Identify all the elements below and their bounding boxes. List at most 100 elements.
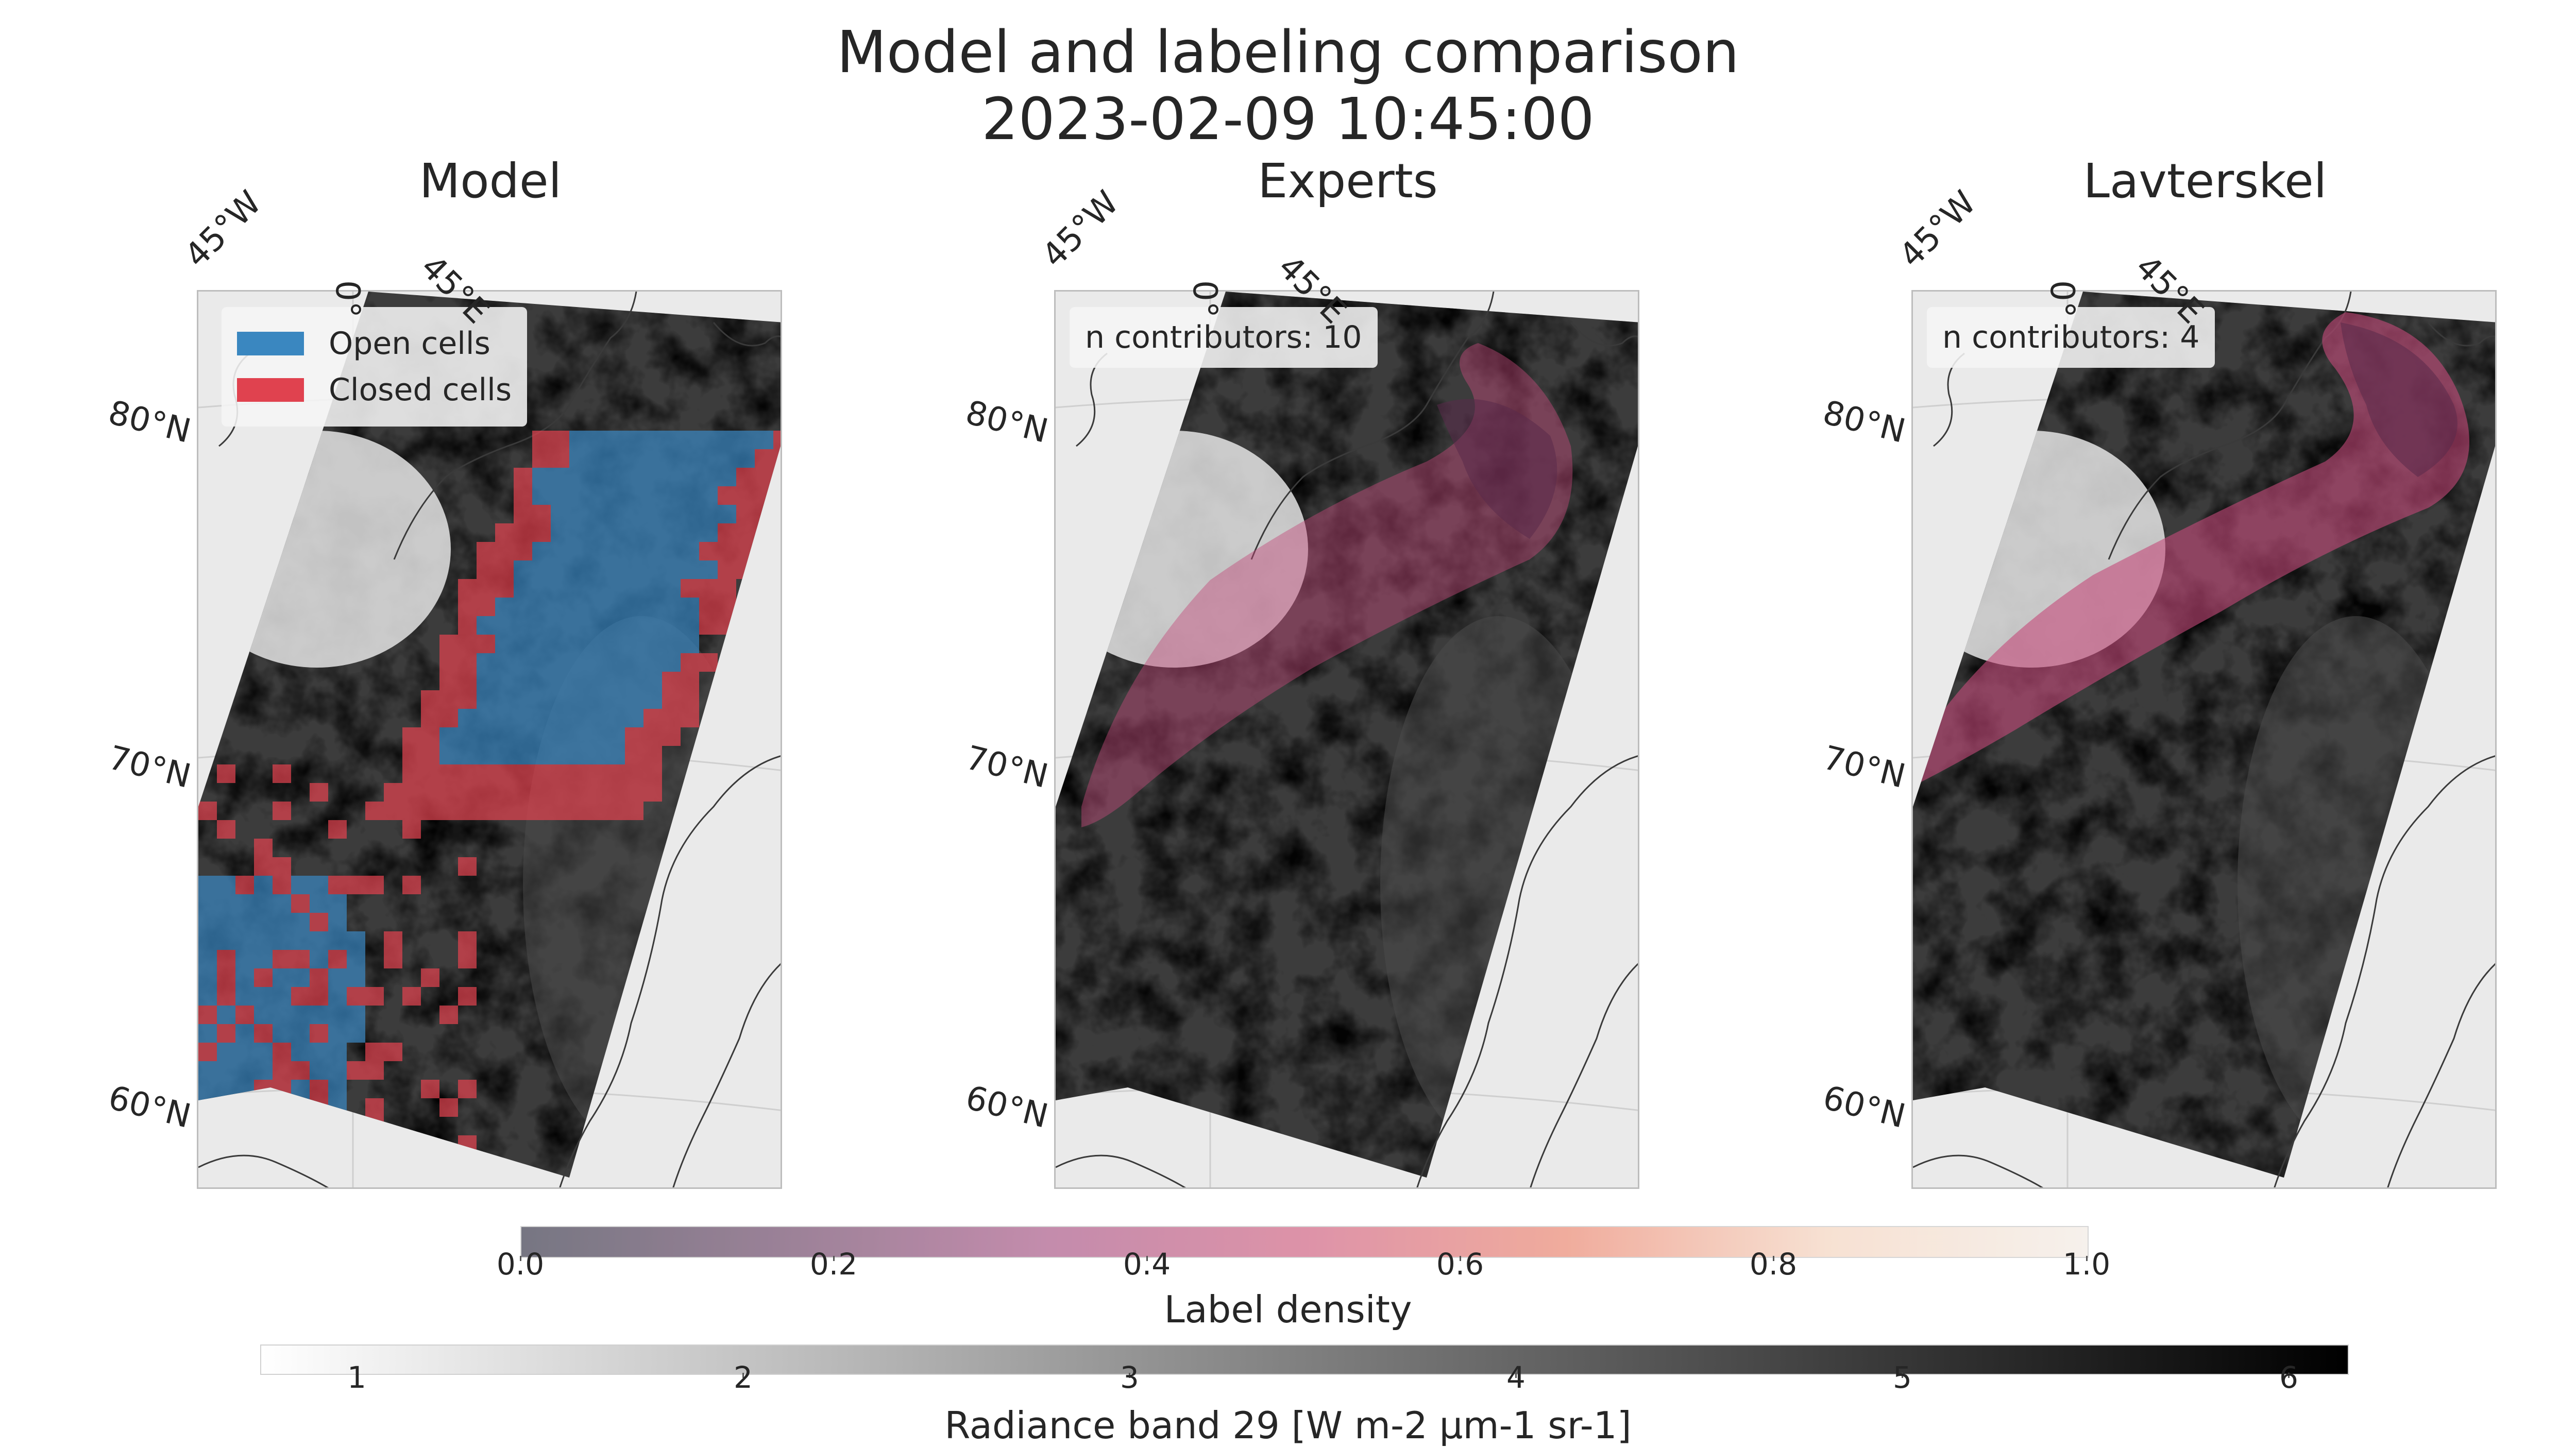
colorbar-tick-label: 3 bbox=[1120, 1360, 1139, 1395]
open-cell-tile bbox=[477, 672, 495, 690]
open-cell-tile bbox=[625, 468, 643, 486]
closed-cell-tile bbox=[254, 1098, 273, 1117]
open-cell-tile bbox=[328, 968, 347, 987]
closed-cell-tile bbox=[458, 579, 477, 598]
colorbar-tick-label: 0.6 bbox=[1436, 1247, 1484, 1282]
open-cell-tile bbox=[198, 987, 217, 1006]
open-cell-tile bbox=[477, 746, 495, 764]
colorbar-tick-mark bbox=[833, 1256, 835, 1261]
closed-cell-tile bbox=[291, 950, 310, 968]
open-cell-tile bbox=[291, 1080, 310, 1098]
closed-cell-tile bbox=[421, 727, 439, 746]
open-cell-tile bbox=[217, 1135, 235, 1154]
colorbar-tick-label: 0.0 bbox=[496, 1247, 545, 1282]
open-cell-tile bbox=[662, 431, 681, 449]
open-cell-tile bbox=[625, 709, 643, 727]
open-cell-tile bbox=[477, 653, 495, 672]
open-cell-tile bbox=[551, 505, 569, 523]
open-cell-tile bbox=[718, 468, 736, 486]
open-cell-tile bbox=[643, 598, 662, 616]
closed-cell-tile bbox=[606, 783, 625, 802]
open-cell-tile bbox=[681, 523, 699, 542]
closed-cell-tile bbox=[569, 783, 588, 802]
closed-cell-tile bbox=[625, 746, 643, 764]
closed-cell-tile bbox=[736, 505, 755, 523]
open-cell-tile bbox=[514, 746, 532, 764]
closed-cell-tile bbox=[291, 1061, 310, 1080]
open-cell-tile bbox=[606, 505, 625, 523]
open-cell-tile bbox=[495, 598, 514, 616]
closed-cell-tile bbox=[681, 709, 699, 727]
closed-cell-tile bbox=[217, 1024, 235, 1043]
open-cell-tile bbox=[569, 560, 588, 579]
open-cell-tile bbox=[551, 635, 569, 653]
closed-cell-tile bbox=[439, 802, 458, 820]
open-cell-tile bbox=[495, 616, 514, 635]
open-cell-tile bbox=[532, 727, 551, 746]
closed-cell-tile bbox=[718, 486, 736, 505]
open-cell-tile bbox=[588, 486, 606, 505]
closed-cell-tile bbox=[458, 764, 477, 783]
open-cell-tile bbox=[718, 431, 736, 449]
closed-cell-tile bbox=[551, 449, 569, 468]
open-cell-tile bbox=[532, 616, 551, 635]
open-cell-tile bbox=[328, 931, 347, 950]
open-cell-tile bbox=[681, 635, 699, 653]
closed-cell-tile bbox=[532, 764, 551, 783]
open-cell-tile bbox=[217, 931, 235, 950]
closed-cell-tile bbox=[662, 727, 681, 746]
closed-cell-tile bbox=[291, 1117, 310, 1135]
closed-cell-tile bbox=[736, 523, 755, 542]
open-cell-tile bbox=[643, 431, 662, 449]
contributors-box-lavterskel: n contributors: 4 bbox=[1927, 307, 2215, 368]
colorbar-tick-label: 1 bbox=[347, 1360, 366, 1395]
open-cell-tile bbox=[514, 653, 532, 672]
open-cell-tile bbox=[569, 486, 588, 505]
open-cell-tile bbox=[235, 950, 254, 968]
open-cell-tile bbox=[588, 727, 606, 746]
closed-cell-tile bbox=[625, 727, 643, 746]
open-cell-tile bbox=[625, 579, 643, 598]
open-cell-tile bbox=[662, 449, 681, 468]
open-cell-tile bbox=[291, 876, 310, 894]
open-cell-tile bbox=[588, 653, 606, 672]
open-cell-tile bbox=[625, 672, 643, 690]
open-cell-tile bbox=[699, 468, 718, 486]
closed-cell-tile bbox=[736, 560, 755, 579]
open-cell-tile bbox=[273, 1172, 291, 1178]
open-cell-tile bbox=[569, 468, 588, 486]
closed-cell-tile bbox=[402, 820, 421, 839]
closed-cell-tile bbox=[273, 950, 291, 968]
figure-title-line1: Model and labeling comparison bbox=[837, 19, 1739, 86]
colorbar-tick-mark bbox=[1772, 1256, 1774, 1261]
closed-cell-tile bbox=[421, 764, 439, 783]
closed-cell-tile bbox=[495, 523, 514, 542]
colorbar-tick-mark bbox=[1515, 1373, 1517, 1378]
closed-cell-tile bbox=[662, 672, 681, 690]
open-cell-tile bbox=[606, 560, 625, 579]
closed-cell-tile bbox=[458, 690, 477, 709]
density-core bbox=[1437, 399, 1557, 539]
closed-cell-tile bbox=[532, 802, 551, 820]
open-cell-tile bbox=[254, 1006, 273, 1024]
closed-cell-tile bbox=[477, 764, 495, 783]
legend-label-open-cells: Open cells bbox=[329, 326, 490, 362]
open-cell-tile bbox=[569, 653, 588, 672]
open-cell-tile bbox=[310, 950, 328, 968]
closed-cell-tile bbox=[273, 1061, 291, 1080]
open-cell-tile bbox=[532, 560, 551, 579]
closed-cell-tile bbox=[384, 1135, 402, 1154]
closed-cell-tile bbox=[588, 802, 606, 820]
colorbar-label-density bbox=[520, 1226, 2089, 1258]
panel-title-model: Model bbox=[419, 154, 562, 209]
closed-cell-tile bbox=[458, 987, 477, 1006]
map-svg bbox=[1056, 292, 1638, 1187]
closed-cell-tile bbox=[755, 468, 773, 486]
open-cell-tile bbox=[569, 523, 588, 542]
lat-label: 70°N bbox=[1819, 739, 1909, 796]
density-core bbox=[2341, 322, 2458, 477]
open-cell-tile bbox=[569, 431, 588, 449]
open-cell-tile bbox=[606, 616, 625, 635]
closed-cell-tile bbox=[736, 486, 755, 505]
open-cell-tile bbox=[569, 727, 588, 746]
